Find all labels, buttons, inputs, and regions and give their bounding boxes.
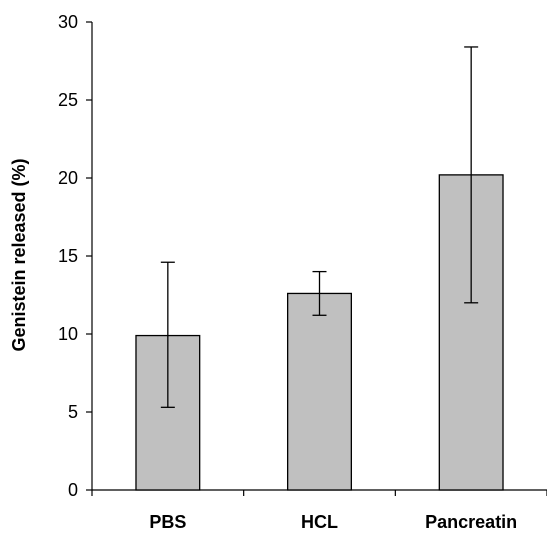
bar-hcl (286, 292, 352, 491)
y-tick-label: 5 (68, 402, 78, 422)
y-tick-label: 25 (58, 90, 78, 110)
y-tick-label: 20 (58, 168, 78, 188)
x-axis (91, 489, 547, 496)
x-category-label: Pancreatin (425, 512, 517, 532)
x-category-label: HCL (301, 512, 338, 532)
y-axis-title: Genistein released (%) (9, 158, 29, 351)
x-category-label: PBS (149, 512, 186, 532)
error-bars-group (160, 46, 479, 408)
y-tick-label: 0 (68, 480, 78, 500)
bars-group (135, 174, 504, 491)
category-labels: PBS HCL Pancreatin (149, 512, 517, 532)
y-tick-label: 30 (58, 12, 78, 32)
y-tick-label: 15 (58, 246, 78, 266)
y-tick-label: 10 (58, 324, 78, 344)
y-axis: 0 5 10 15 20 25 30 (58, 12, 93, 500)
